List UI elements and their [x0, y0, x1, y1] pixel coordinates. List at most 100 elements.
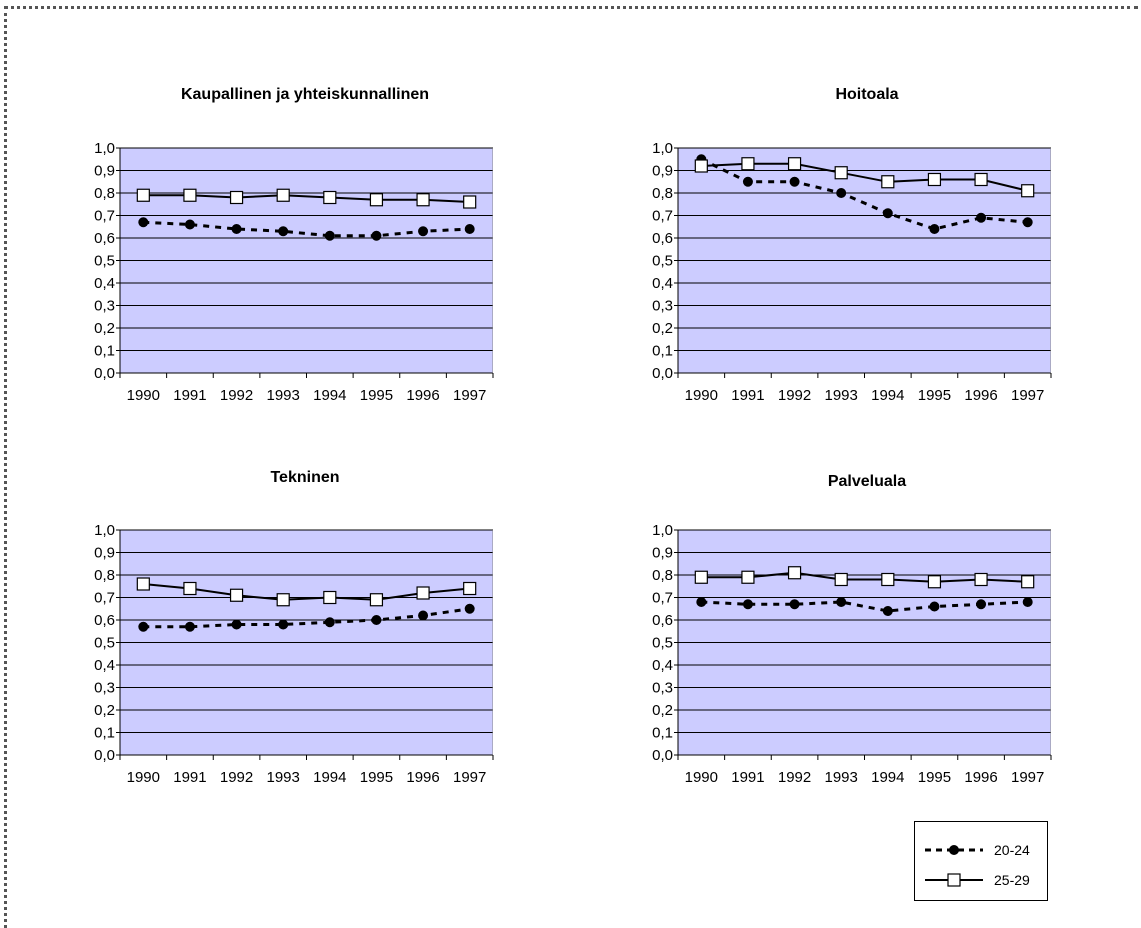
data-point-20-24 — [789, 599, 800, 610]
x-tick-label: 1993 — [825, 769, 858, 786]
y-tick-label: 0,3 — [652, 680, 673, 697]
x-tick-label: 1995 — [360, 387, 393, 404]
data-point-25-29 — [881, 572, 895, 587]
data-point-20-24 — [464, 224, 475, 234]
data-point-20-24 — [418, 610, 429, 621]
chart-title-kaupallinen: Kaupallinen ja yhteiskunnallinen — [180, 86, 430, 103]
data-point-20-24 — [324, 230, 335, 241]
chart-kaupallinen: 0,0 0,1 0,2 0,3 0,4 0,5 0,6 0,7 0,8 0,9 1,0 1990 199… — [94, 140, 494, 404]
x-tick-label: 1993 — [267, 769, 300, 786]
y-tick-label: 0,5 — [652, 253, 673, 270]
data-point-25-29 — [927, 575, 942, 589]
y-tick-label: 0,5 — [652, 635, 673, 652]
y-tick-label: 1,0 — [94, 522, 115, 539]
data-point-25-29 — [834, 166, 848, 180]
y-tick-label: 1,0 — [652, 522, 673, 539]
y-tick-label: 0,7 — [652, 590, 673, 607]
data-point-25-29 — [416, 193, 430, 207]
y-tick-label: 0,2 — [94, 702, 115, 719]
y-tick-label: 0,1 — [94, 343, 115, 360]
x-tick-label: 1993 — [267, 387, 300, 404]
x-tick-label: 1997 — [453, 769, 486, 786]
x-tick-label: 1996 — [964, 387, 997, 404]
x-tick-label: 1992 — [220, 769, 253, 786]
data-point-25-29 — [787, 566, 802, 580]
dotted-frame-top — [4, 6, 1138, 9]
chart-hoitoala: 0,0 0,1 0,2 0,3 0,4 0,5 0,6 0,7 0,8 0,9 1,0 1990 199… — [652, 140, 1052, 404]
x-tick-label: 1992 — [220, 387, 253, 404]
data-point-25-29 — [927, 172, 942, 187]
x-tick-label: 1991 — [731, 387, 764, 404]
y-tick-label: 0,4 — [94, 275, 115, 292]
data-point-20-24 — [138, 621, 149, 632]
y-tick-label: 0,1 — [652, 725, 673, 742]
x-tick-label: 1990 — [685, 769, 718, 786]
data-point-25-29 — [183, 188, 197, 202]
y-tick-label: 0,9 — [94, 163, 115, 180]
y-tick-label: 1,0 — [94, 140, 115, 157]
series-line-20-24 — [700, 157, 1028, 231]
data-point-25-29 — [276, 593, 290, 607]
series-line-25-29 — [701, 571, 1028, 583]
chart-tekninen: 0,0 0,1 0,2 0,3 0,4 0,5 0,6 0,7 0,8 0,9 1,0 1990 199… — [94, 522, 494, 786]
legend-dashed-circle-icon — [925, 845, 983, 855]
x-tick-label: 1992 — [778, 387, 811, 404]
data-point-20-24 — [789, 176, 800, 187]
legend-item-20-24: 20-24 — [915, 839, 1047, 861]
y-tick-label: 0,6 — [652, 230, 673, 247]
data-point-25-29 — [416, 586, 430, 600]
y-tick-label: 0,0 — [94, 747, 115, 764]
y-tick-label: 0,6 — [94, 230, 115, 247]
y-tick-label: 0,3 — [94, 298, 115, 315]
chart-title-palveluala: Palveluala — [827, 473, 907, 490]
data-point-20-24 — [184, 621, 195, 632]
y-tick-label: 0,8 — [94, 567, 115, 584]
x-tick-label: 1996 — [406, 769, 439, 786]
data-point-25-29 — [229, 588, 244, 602]
data-point-25-29 — [1021, 184, 1035, 198]
data-point-20-24 — [742, 176, 753, 187]
dotted-frame-left — [4, 6, 7, 928]
x-tick-label: 1993 — [825, 387, 858, 404]
y-tick-label: 1,0 — [652, 140, 673, 157]
data-point-20-24 — [371, 615, 382, 625]
data-point-25-29 — [369, 193, 384, 207]
data-point-20-24 — [836, 188, 847, 198]
plot-right-edge — [492, 148, 493, 373]
data-point-20-24 — [742, 599, 753, 610]
data-point-20-24 — [371, 230, 382, 241]
data-point-25-29 — [323, 590, 337, 605]
x-tick-label: 1990 — [685, 387, 718, 404]
x-tick-label: 1997 — [1011, 387, 1044, 404]
series-line-25-29 — [143, 583, 470, 601]
y-tick-label: 0,2 — [94, 320, 115, 337]
y-tick-label: 0,7 — [94, 208, 115, 225]
x-tick-label: 1990 — [127, 769, 160, 786]
data-point-20-24 — [929, 601, 940, 612]
y-tick-label: 0,5 — [94, 635, 115, 652]
y-tick-label: 0,3 — [94, 680, 115, 697]
data-point-25-29 — [369, 593, 384, 607]
x-tick-label: 1994 — [871, 769, 904, 786]
data-point-20-24 — [1022, 217, 1033, 228]
x-tick-label: 1995 — [918, 769, 951, 786]
data-point-25-29 — [136, 188, 150, 202]
y-tick-label: 0,4 — [652, 657, 673, 674]
x-tick-label: 1995 — [918, 387, 951, 404]
y-tick-label: 0,2 — [652, 702, 673, 719]
data-point-20-24 — [184, 219, 195, 230]
data-point-25-29 — [323, 190, 337, 205]
y-tick-label: 0,0 — [94, 365, 115, 382]
data-point-20-24 — [696, 597, 707, 607]
x-tick-label: 1994 — [313, 387, 346, 404]
data-point-20-24 — [231, 619, 242, 630]
plot-right-edge — [1050, 530, 1051, 755]
x-tick-label: 1990 — [127, 387, 160, 404]
data-point-25-29 — [881, 175, 895, 189]
x-tick-label: 1995 — [360, 769, 393, 786]
data-point-25-29 — [229, 190, 244, 205]
x-tick-label: 1991 — [731, 769, 764, 786]
x-tick-label: 1997 — [1011, 769, 1044, 786]
y-tick-label: 0,1 — [652, 343, 673, 360]
y-tick-label: 0,7 — [652, 208, 673, 225]
